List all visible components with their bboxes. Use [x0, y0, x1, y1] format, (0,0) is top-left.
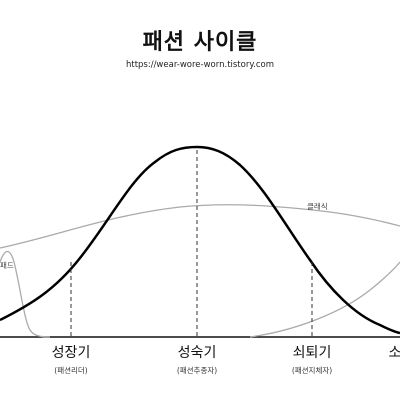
- main-fashion-curve: [0, 145, 400, 335]
- stage-maturity-name: 성숙기: [177, 345, 217, 361]
- source-url: https://wear-wore-worn.tistory.com: [125, 60, 275, 70]
- fad-curve: [0, 250, 51, 338]
- stage-decline-sub: (패션지체자): [291, 366, 333, 375]
- stage-maturity-sub: (패션추종자): [176, 366, 218, 375]
- classic-curve: [0, 204, 400, 249]
- fad-curve-label: 패드: [0, 261, 14, 270]
- classic-curve-label: 클래식: [307, 202, 328, 211]
- stage-extinction: 소: [389, 342, 400, 362]
- stage-growth-sub: (패션리더): [54, 366, 88, 375]
- stage-growth-name: 성장기: [51, 345, 91, 361]
- stage-growth: 성장기 (패션리더): [52, 342, 91, 376]
- stage-decline-name: 쇠퇴기: [292, 345, 332, 361]
- late-trend-curve: [249, 261, 400, 338]
- page-title: 패션 사이클: [142, 30, 258, 55]
- stage-maturity: 성숙기 (패션추종자): [177, 342, 217, 376]
- stage-decline: 쇠퇴기 (패션지체자): [292, 342, 332, 376]
- stage-extinction-name: 소: [388, 345, 400, 361]
